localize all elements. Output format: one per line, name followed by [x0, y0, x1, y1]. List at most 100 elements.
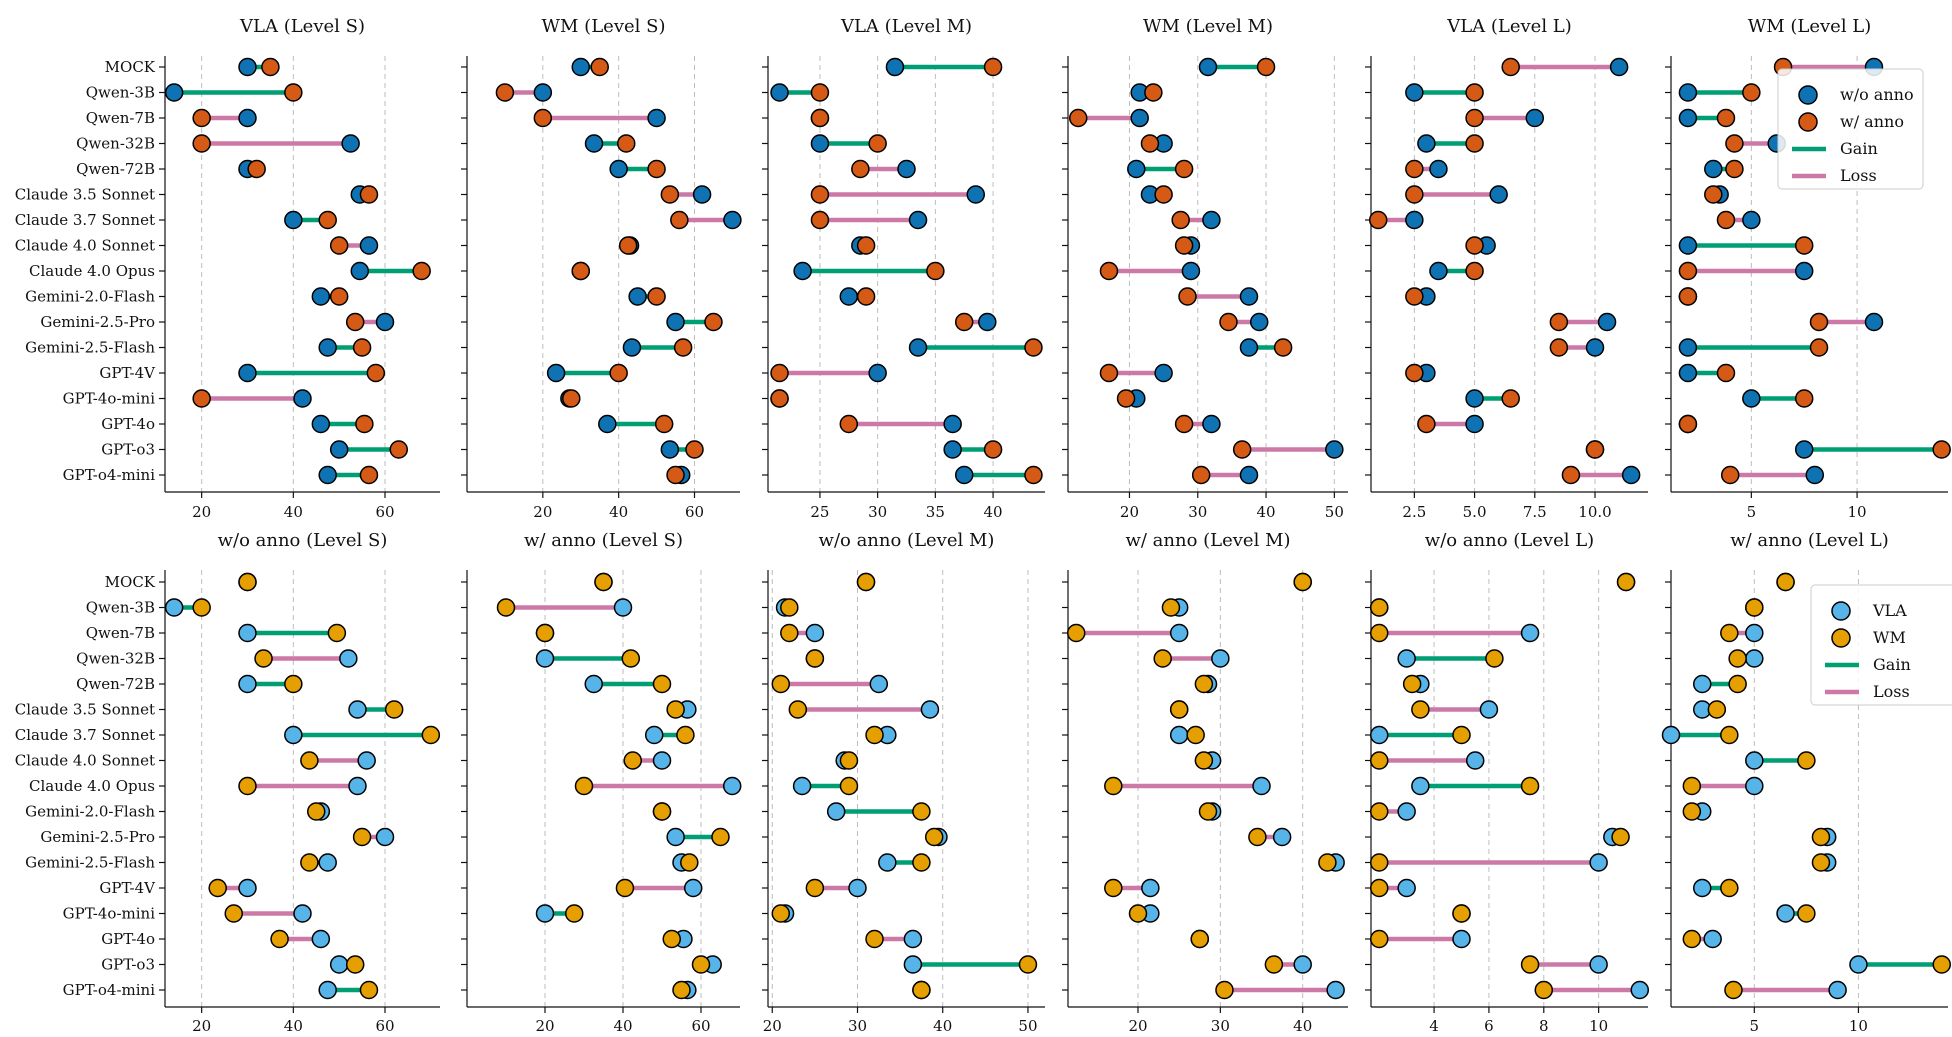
- category-label: GPT-o3: [101, 956, 155, 974]
- legend-marker: [1798, 112, 1818, 132]
- w-anno-point: [1232, 440, 1252, 459]
- category-label: Qwen-72B: [76, 675, 155, 693]
- w-anno-point: [1256, 57, 1276, 77]
- w-anno-point: [839, 414, 859, 434]
- vla-point: [238, 878, 257, 898]
- w-anno-point: [192, 134, 211, 153]
- legend-label: VLA: [1872, 601, 1907, 620]
- category-label: Qwen-32B: [76, 135, 155, 153]
- w-anno-point: [647, 159, 666, 179]
- vla-point: [164, 598, 184, 617]
- wm-point: [662, 929, 681, 949]
- x-tick-label: 5: [1750, 1017, 1760, 1035]
- vla-point: [1630, 980, 1650, 1000]
- w-anno-point: [666, 465, 685, 485]
- wm-point: [238, 776, 257, 796]
- vla-point: [1397, 802, 1416, 821]
- w-anno-point: [352, 338, 372, 357]
- wm-point: [780, 623, 799, 643]
- x-tick-label: 20: [1128, 1017, 1147, 1035]
- w-anno-point: [1704, 185, 1723, 204]
- wm-point: [1682, 929, 1702, 949]
- wm-point: [1682, 802, 1702, 821]
- vla-point: [722, 776, 742, 796]
- w-anno-point: [284, 83, 303, 102]
- w-anno-point: [1716, 363, 1736, 383]
- wm-point: [421, 725, 441, 745]
- w-anno-point: [983, 57, 1003, 77]
- wm-point: [865, 725, 884, 745]
- vla-point: [1692, 878, 1712, 898]
- category-label: Gemini-2.5-Pro: [40, 828, 155, 846]
- wm-point: [1745, 598, 1764, 617]
- w-o-anno-point: [584, 134, 604, 153]
- w-anno-point: [1932, 440, 1951, 459]
- vla-point: [584, 674, 603, 694]
- legend: VLA WM Gain Loss: [1810, 584, 1952, 706]
- x-tick-label: 60: [691, 1017, 710, 1035]
- vla-point: [920, 700, 940, 719]
- w-anno-point: [1099, 261, 1119, 281]
- vla-point: [1169, 623, 1189, 643]
- w-anno-point: [1024, 338, 1043, 357]
- w-o-anno-point: [1864, 312, 1884, 332]
- w-o-anno-point: [1678, 83, 1698, 102]
- vla-point: [1776, 904, 1795, 923]
- w-anno-point: [983, 440, 1003, 459]
- w-anno-point: [810, 210, 830, 230]
- x-tick-label: 7.5: [1523, 503, 1547, 521]
- vla-point: [535, 649, 555, 668]
- panel-vla-level-s: VLA (Level S) 20 40 60 MOCK Qwen-3B Qwen-7B Qwe…: [15, 16, 440, 521]
- panel-wm-level-l: WM (Level L) 5 10 w/o anno w/ anno Gain Loss: [1665, 16, 1951, 521]
- vla-point: [903, 955, 923, 974]
- x-tick-label: 10: [1848, 503, 1867, 521]
- w-anno-point: [1742, 83, 1761, 102]
- vla-point: [1293, 955, 1312, 974]
- vla-point: [535, 904, 555, 923]
- category-label: GPT-4o: [101, 930, 155, 948]
- category-label: Qwen-3B: [86, 599, 155, 617]
- legend-marker: [1831, 628, 1851, 648]
- category-label: Gemini-2.5-Pro: [40, 313, 155, 331]
- w-o-anno-point: [692, 185, 712, 204]
- wm-point: [805, 878, 825, 898]
- w-o-anno-point: [1130, 108, 1149, 128]
- category-label: Claude 4.0 Sonnet: [15, 752, 155, 770]
- wm-point: [1215, 980, 1234, 1000]
- vla-point: [683, 878, 703, 898]
- wm-point: [1402, 674, 1422, 694]
- category-label: Qwen-3B: [86, 84, 155, 102]
- x-tick-label: 6: [1484, 1017, 1494, 1035]
- x-tick-label: 5: [1747, 503, 1757, 521]
- vla-point: [666, 827, 685, 847]
- w-anno-point: [654, 414, 674, 434]
- w-anno-point: [1465, 83, 1484, 102]
- x-tick-label: 40: [1293, 1017, 1312, 1035]
- x-tick-label: 5.0: [1463, 503, 1487, 521]
- wm-point: [1293, 572, 1312, 592]
- vla-point: [869, 674, 889, 694]
- category-label: Qwen-32B: [76, 650, 155, 668]
- category-label: MOCK: [105, 573, 156, 591]
- vla-point: [318, 853, 337, 872]
- legend-label: Gain: [1873, 655, 1911, 674]
- w-o-anno-point: [238, 57, 257, 77]
- wm-point: [1318, 853, 1337, 872]
- w-o-anno-point: [954, 465, 974, 485]
- category-label: Qwen-72B: [76, 160, 155, 178]
- panel-title: w/ anno (Level S): [524, 530, 683, 551]
- wm-point: [1720, 623, 1739, 643]
- w-anno-point: [1417, 414, 1436, 434]
- x-tick-label: 40: [284, 1017, 303, 1035]
- wm-point: [839, 776, 859, 796]
- panel-title: w/o anno (Level L): [1425, 530, 1594, 551]
- w-anno-point: [1549, 312, 1569, 332]
- w-anno-point: [1405, 287, 1424, 306]
- vla-point: [1326, 980, 1345, 1000]
- w-anno-point: [1720, 465, 1740, 485]
- w-o-anno-point: [908, 210, 928, 230]
- vla-point: [293, 904, 312, 923]
- w-o-anno-point: [647, 108, 666, 128]
- wm-point: [327, 623, 347, 643]
